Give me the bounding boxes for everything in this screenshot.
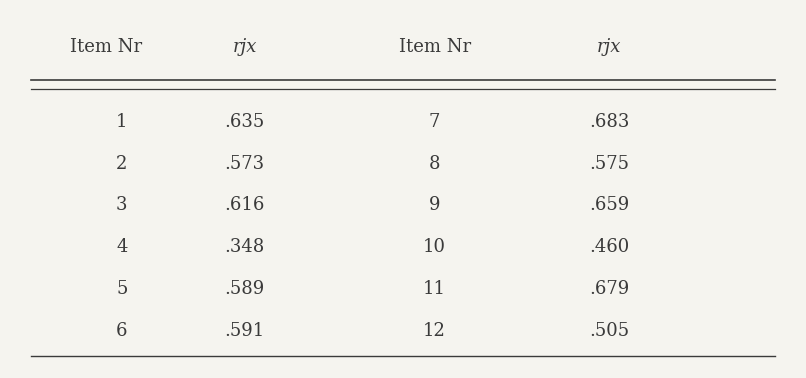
Text: 4: 4 <box>116 238 127 256</box>
Text: 3: 3 <box>116 197 127 214</box>
Text: 9: 9 <box>429 197 440 214</box>
Text: .348: .348 <box>224 238 264 256</box>
Text: 8: 8 <box>429 155 440 172</box>
Text: .659: .659 <box>589 197 629 214</box>
Text: 1: 1 <box>116 113 127 131</box>
Text: 6: 6 <box>116 322 127 340</box>
Text: Item Nr: Item Nr <box>399 38 471 56</box>
Text: .589: .589 <box>224 280 264 298</box>
Text: .573: .573 <box>225 155 264 172</box>
Text: .505: .505 <box>589 322 629 340</box>
Text: 11: 11 <box>423 280 447 298</box>
Text: Item Nr: Item Nr <box>70 38 143 56</box>
Text: rjx: rjx <box>232 38 257 56</box>
Text: .591: .591 <box>224 322 264 340</box>
Text: 7: 7 <box>429 113 440 131</box>
Text: 10: 10 <box>423 238 447 256</box>
Text: 2: 2 <box>116 155 127 172</box>
Text: 12: 12 <box>423 322 447 340</box>
Text: rjx: rjx <box>596 38 621 56</box>
Text: .575: .575 <box>589 155 629 172</box>
Text: .635: .635 <box>224 113 264 131</box>
Text: .460: .460 <box>589 238 629 256</box>
Text: .683: .683 <box>588 113 629 131</box>
Text: .616: .616 <box>224 197 264 214</box>
Text: .679: .679 <box>589 280 629 298</box>
Text: 5: 5 <box>116 280 127 298</box>
